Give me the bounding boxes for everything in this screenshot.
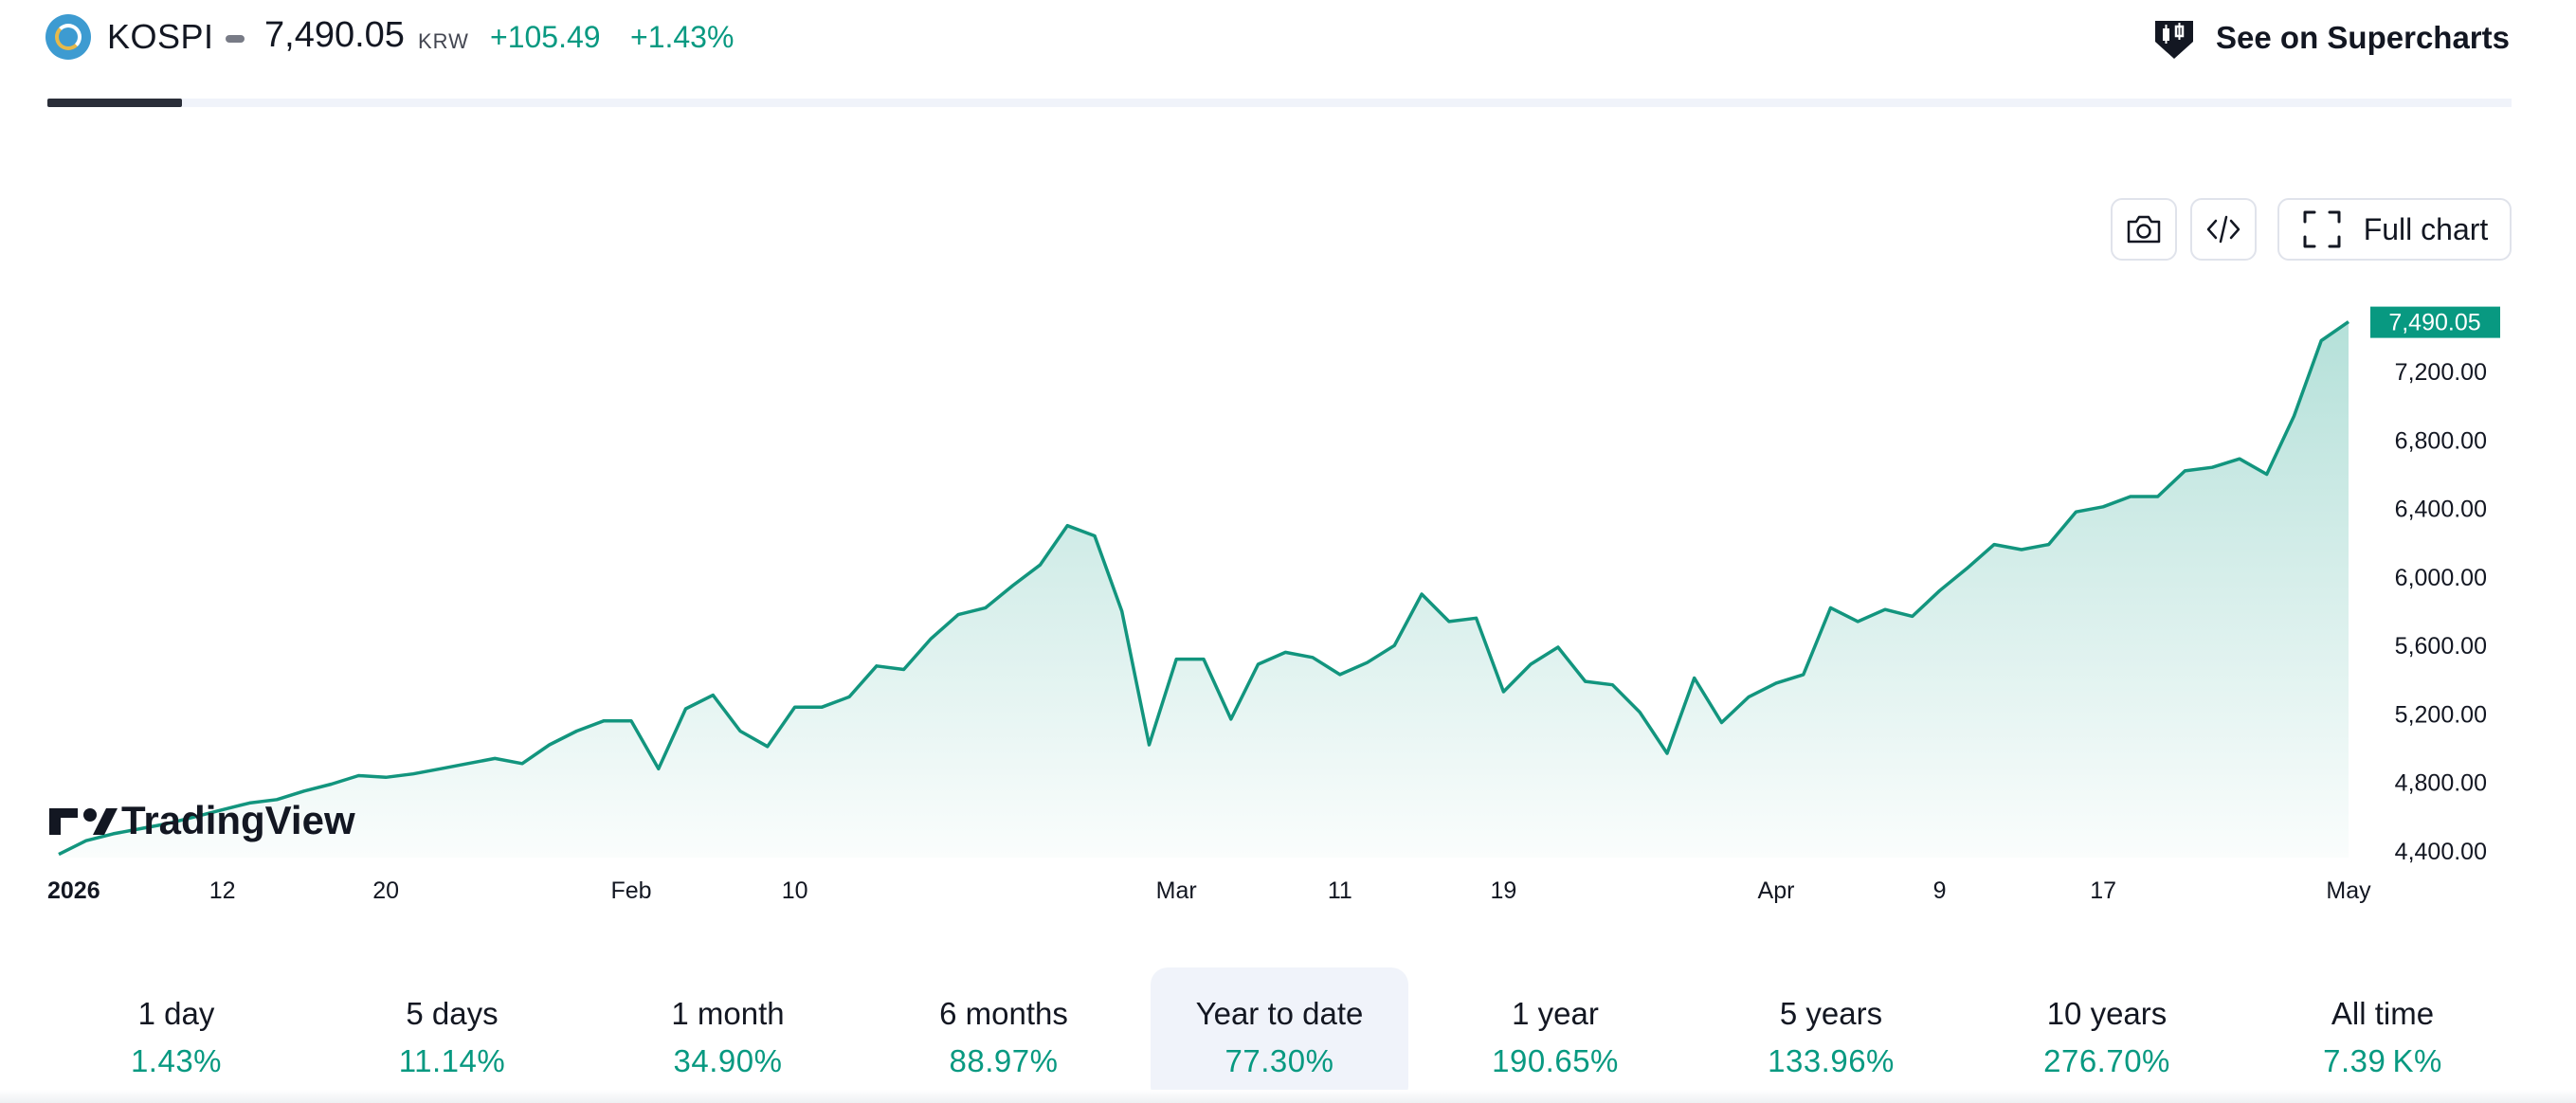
period-label: 5 years	[1779, 996, 1883, 1031]
period-label: 6 months	[939, 996, 1068, 1031]
period-label: Year to date	[1195, 996, 1364, 1031]
y-axis-tick-label: 7,200.00	[2395, 359, 2487, 386]
supercharts-icon	[2155, 21, 2194, 59]
x-axis-tick-label: 20	[372, 877, 399, 904]
period-change: 276.70%	[2043, 1043, 2170, 1078]
period-change: 77.30%	[1225, 1043, 1334, 1078]
tradingview-wordmark: TradingView	[121, 798, 355, 842]
x-axis-tick-label: 9	[1933, 877, 1947, 904]
period-tab[interactable]: 5 years 133.96%	[1702, 967, 1960, 1103]
price-change-absolute: +105.49	[490, 20, 601, 54]
tradingview-watermark: TradingView	[49, 798, 355, 842]
period-tab[interactable]: 1 month 34.90%	[599, 967, 857, 1103]
period-label: 5 days	[406, 996, 499, 1031]
x-axis-tick-label: 10	[782, 877, 808, 904]
period-label: 1 year	[1512, 996, 1599, 1031]
x-axis-tick-label: Apr	[1758, 877, 1795, 904]
period-tab[interactable]: 5 days 11.14%	[323, 967, 581, 1103]
period-tab[interactable]: Year to date 77.30%	[1151, 967, 1408, 1103]
price-change-percent: +1.43%	[630, 20, 735, 54]
supercharts-label: See on Supercharts	[2216, 20, 2510, 55]
kospi-logo-icon	[45, 14, 91, 60]
fullscreen-icon	[2303, 210, 2341, 248]
x-axis-tick-label: 19	[1490, 877, 1516, 904]
period-label: 1 day	[137, 996, 215, 1031]
active-tab-indicator	[47, 99, 182, 107]
x-axis-tick-label: 12	[209, 877, 236, 904]
period-change: 11.14%	[398, 1043, 506, 1078]
period-change: 7.39 K%	[2323, 1043, 2442, 1078]
period-tab[interactable]: 6 months 88.97%	[875, 967, 1133, 1103]
y-axis-tick-label: 5,600.00	[2395, 633, 2487, 660]
currency-code: KRW	[418, 29, 469, 53]
period-tab[interactable]: All time 7.39 K%	[2254, 967, 2512, 1103]
period-label: 10 years	[2046, 996, 2168, 1031]
price-line	[58, 320, 2349, 857]
full-chart-button[interactable]: Full chart	[2277, 198, 2512, 261]
x-axis-tick-label: 2026	[47, 877, 100, 904]
snapshot-button[interactable]	[2111, 198, 2177, 261]
x-axis-tick-label: Feb	[610, 877, 651, 904]
y-axis-tick-label: 5,200.00	[2395, 701, 2487, 728]
symbol-header: KOSPI 7,490.05 KRW +105.49 +1.43% See on…	[0, 0, 2576, 78]
period-label: All time	[2331, 996, 2435, 1031]
period-selector: 1 day 1.43% 5 days 11.14% 1 month 34.90% 6 mon…	[47, 967, 2512, 1103]
period-label: 1 month	[671, 996, 785, 1031]
x-axis-tick-label: 17	[2090, 877, 2116, 904]
period-change: 34.90%	[673, 1043, 783, 1078]
period-change: 1.43%	[130, 1043, 223, 1078]
period-change: 190.65%	[1492, 1043, 1619, 1078]
y-axis-tick-label: 4,400.00	[2395, 839, 2487, 865]
y-axis-tick-label: 4,800.00	[2395, 770, 2487, 797]
y-axis-tick-label: 6,400.00	[2395, 497, 2487, 523]
last-price-label: 7,490.05	[2388, 310, 2480, 336]
period-tab[interactable]: 1 day 1.43%	[47, 967, 305, 1103]
last-price-marker	[2370, 306, 2500, 338]
tab-track	[47, 99, 2512, 107]
code-icon	[2206, 215, 2240, 244]
bottom-edge	[0, 1090, 2576, 1103]
price-chart[interactable]: 7,200.00 6,800.00 6,400.00 6,000.00 5,600.00…	[0, 0, 2576, 948]
period-tab[interactable]: 1 year 190.65%	[1426, 967, 1684, 1103]
period-change: 133.96%	[1768, 1043, 1895, 1078]
price-area-fill	[59, 321, 2349, 859]
x-axis-tick-label: Mar	[1156, 877, 1197, 904]
camera-icon	[2127, 215, 2161, 244]
y-axis-tick-label: 6,800.00	[2395, 427, 2487, 454]
x-axis-tick-label: May	[2326, 877, 2371, 904]
market-status-indicator	[226, 35, 245, 43]
last-price: 7,490.05	[264, 15, 405, 55]
see-on-supercharts-link[interactable]: See on Supercharts	[2150, 13, 2510, 63]
symbol-name[interactable]: KOSPI	[107, 17, 214, 56]
full-chart-label: Full chart	[2363, 211, 2489, 246]
embed-button[interactable]	[2190, 198, 2257, 261]
period-change: 88.97%	[949, 1043, 1059, 1078]
period-tab[interactable]: 10 years 276.70%	[1978, 967, 2236, 1103]
x-axis-tick-label: 11	[1328, 877, 1352, 904]
y-axis-tick-label: 6,000.00	[2395, 565, 2487, 591]
